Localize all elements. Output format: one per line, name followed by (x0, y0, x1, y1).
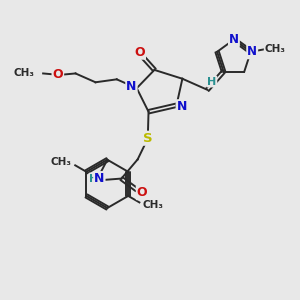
Text: H: H (89, 174, 99, 184)
Text: CH₃: CH₃ (265, 44, 286, 54)
Text: O: O (137, 186, 147, 199)
Text: S: S (143, 132, 153, 145)
Text: CH₃: CH₃ (143, 200, 164, 210)
Text: CH₃: CH₃ (51, 157, 72, 167)
Text: CH₃: CH₃ (14, 68, 35, 78)
Text: N: N (94, 172, 104, 185)
Text: H: H (207, 76, 216, 87)
Text: O: O (134, 46, 145, 59)
Text: N: N (229, 33, 239, 46)
Text: N: N (247, 45, 257, 58)
Text: O: O (52, 68, 63, 81)
Text: N: N (177, 100, 187, 113)
Text: N: N (126, 80, 136, 93)
